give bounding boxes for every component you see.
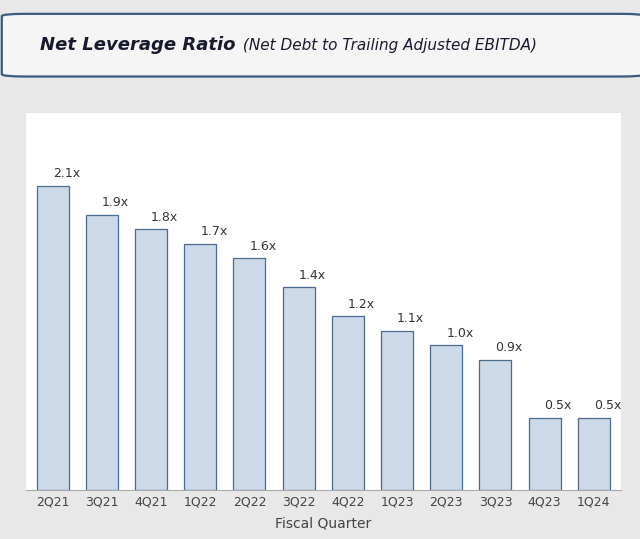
- Bar: [430, 345, 462, 490]
- Text: (Net Debt to Trailing Adjusted EBITDA): (Net Debt to Trailing Adjusted EBITDA): [238, 38, 537, 53]
- Text: 1.0x: 1.0x: [446, 327, 474, 340]
- Text: 1.8x: 1.8x: [151, 211, 179, 224]
- Bar: [578, 418, 610, 490]
- Bar: [381, 331, 413, 490]
- Text: 0.9x: 0.9x: [495, 341, 523, 354]
- Text: 0.5x: 0.5x: [594, 399, 621, 412]
- FancyBboxPatch shape: [2, 14, 640, 77]
- Text: 1.2x: 1.2x: [348, 298, 375, 310]
- Bar: [184, 244, 216, 490]
- X-axis label: Fiscal Quarter: Fiscal Quarter: [275, 517, 371, 531]
- Bar: [135, 230, 167, 490]
- Bar: [36, 186, 68, 490]
- Text: Net Leverage Ratio: Net Leverage Ratio: [40, 36, 236, 54]
- Text: 1.9x: 1.9x: [102, 196, 129, 209]
- Bar: [479, 360, 511, 490]
- Bar: [529, 418, 561, 490]
- Text: 1.1x: 1.1x: [397, 312, 424, 325]
- Bar: [234, 258, 266, 490]
- Text: 0.5x: 0.5x: [545, 399, 572, 412]
- Bar: [283, 287, 315, 490]
- Text: 1.4x: 1.4x: [299, 268, 326, 281]
- Text: 1.6x: 1.6x: [250, 240, 276, 253]
- Text: 2.1x: 2.1x: [52, 167, 80, 180]
- Text: 1.7x: 1.7x: [200, 225, 227, 238]
- Bar: [86, 215, 118, 490]
- Bar: [332, 316, 364, 490]
